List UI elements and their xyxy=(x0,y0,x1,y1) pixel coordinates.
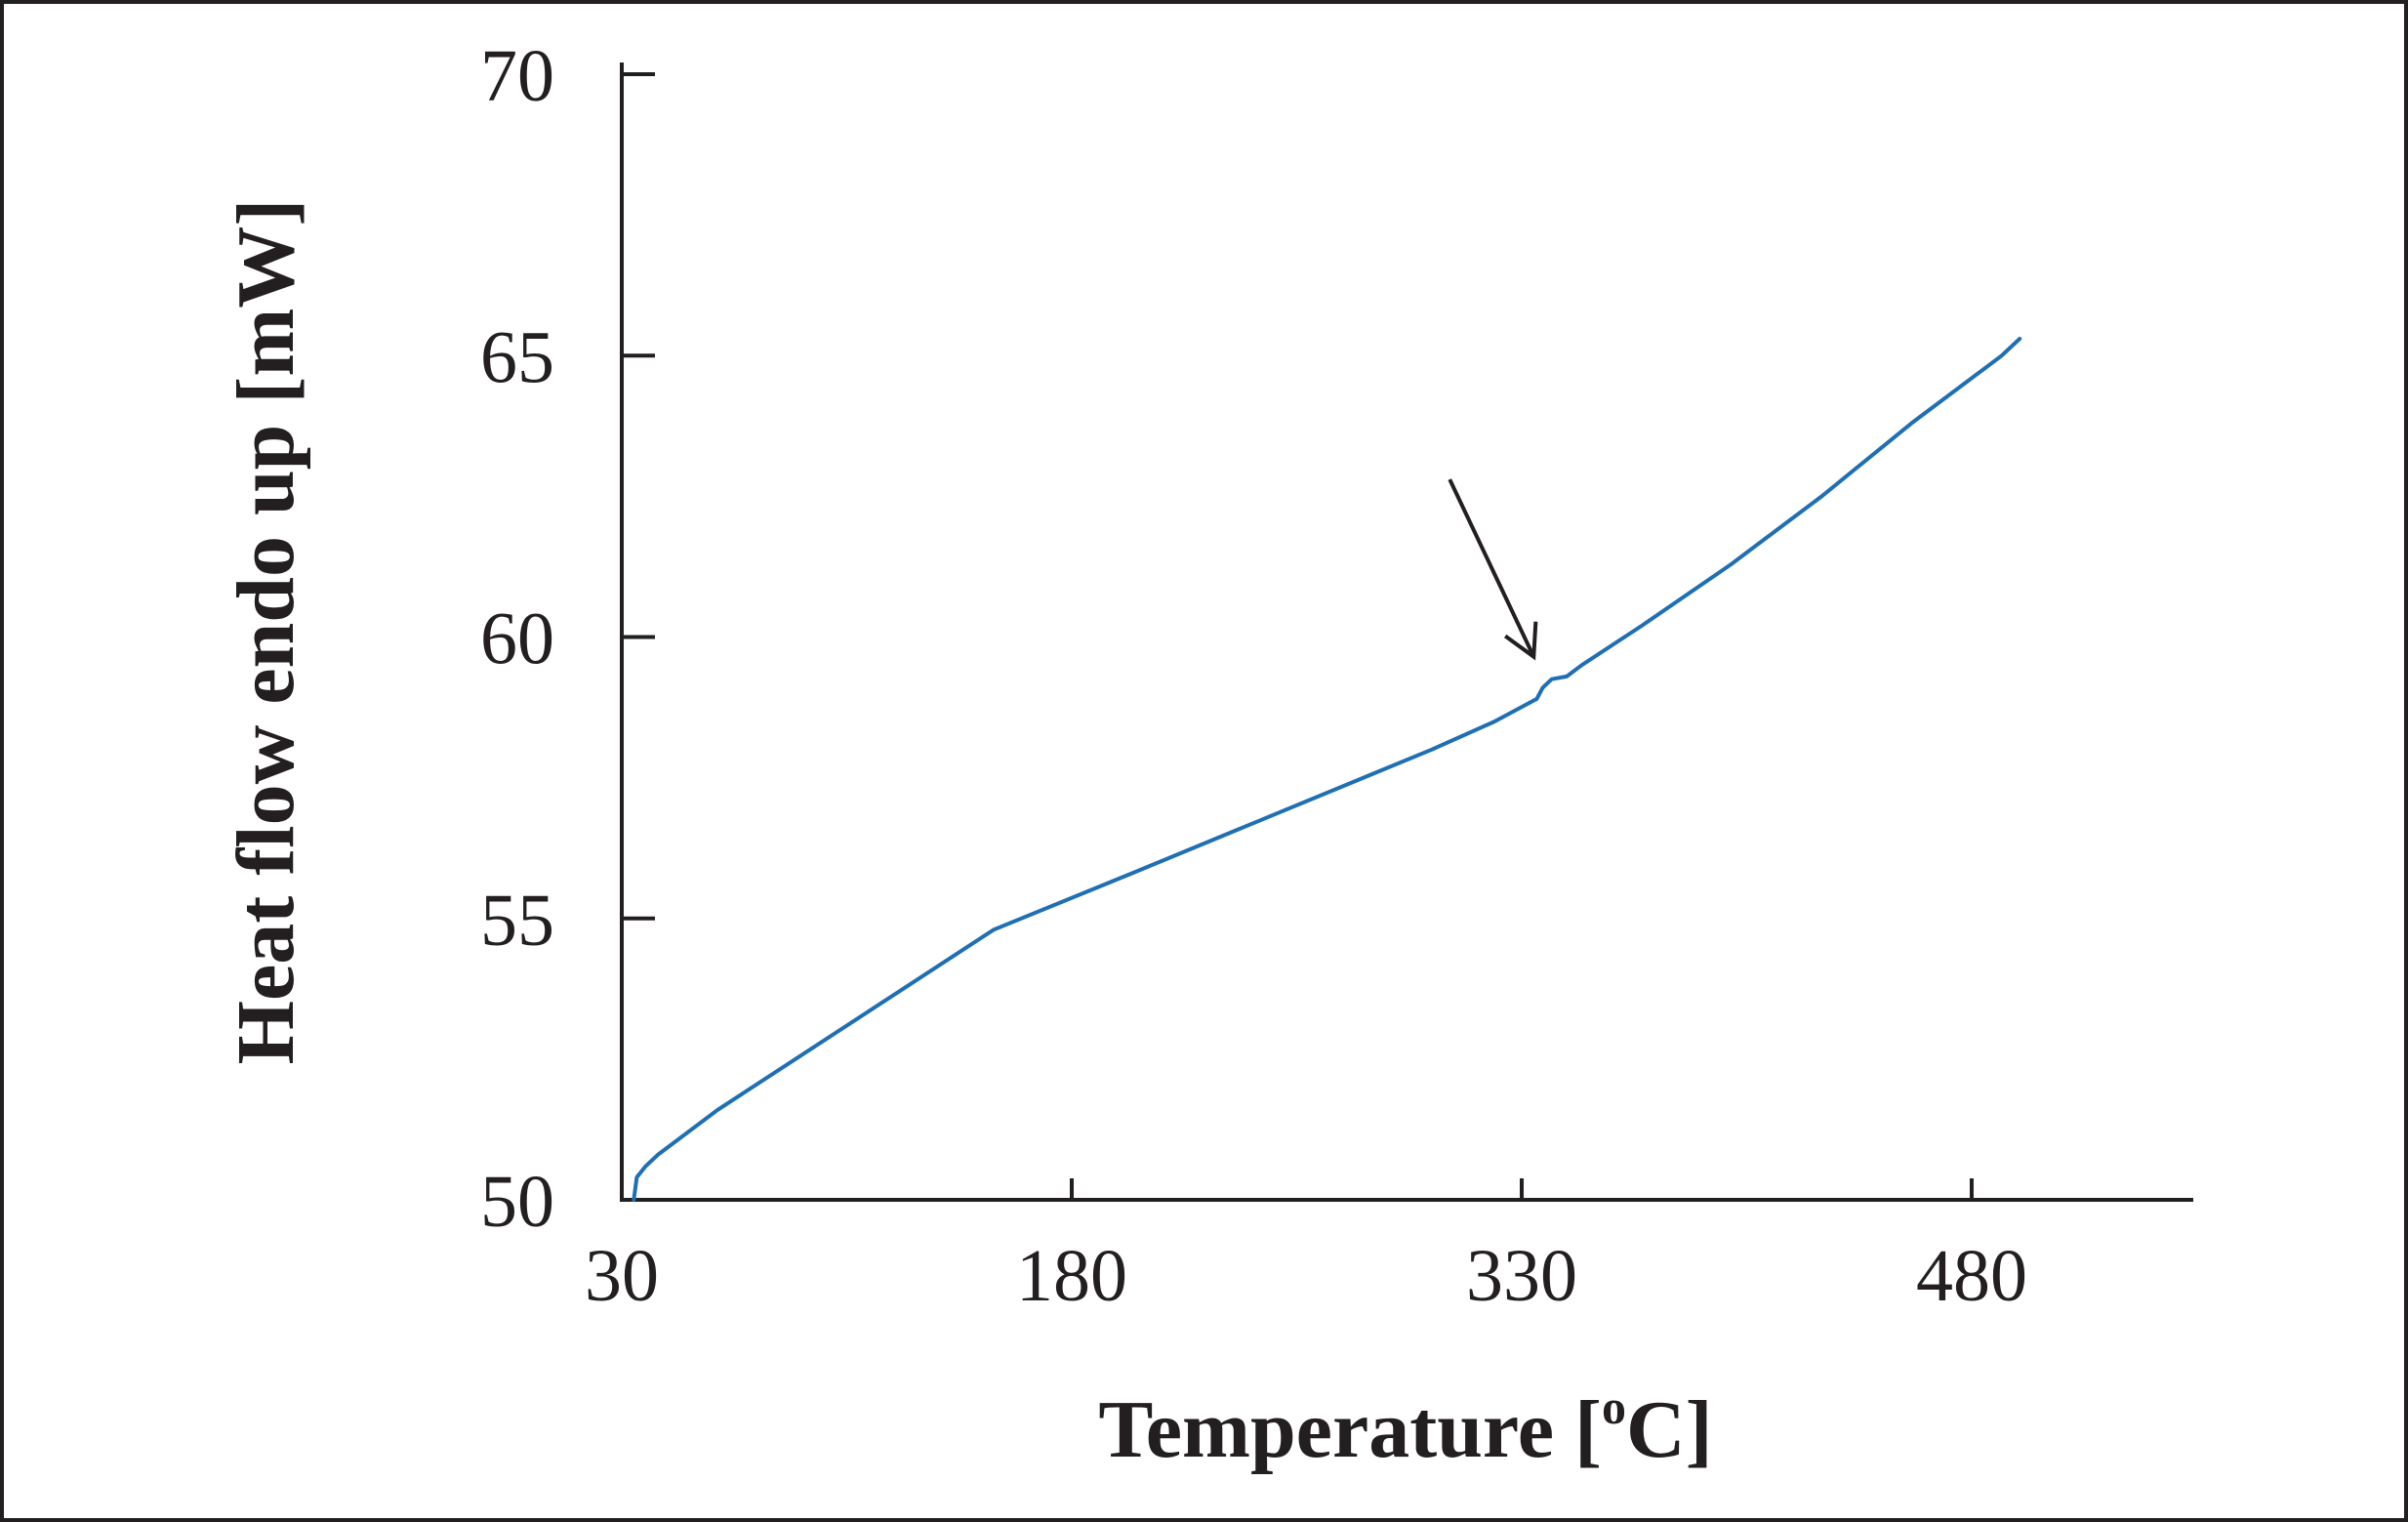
x-tick-label: 480 xyxy=(1916,1235,2027,1317)
x-axis-title-main: Temperature [ xyxy=(1098,1384,1602,1475)
y-tick-label: 50 xyxy=(480,1161,554,1243)
y-tick-label: 55 xyxy=(480,880,554,962)
x-tick-label: 330 xyxy=(1466,1235,1577,1317)
series-line xyxy=(632,337,2022,1202)
annotation-arrow-head xyxy=(1503,621,1538,661)
x-ticks: 30 180 330 480 xyxy=(585,1178,2027,1317)
annotation-layer xyxy=(1448,478,1538,661)
y-axis-title: Heat flow endo up [mW] xyxy=(221,199,311,1065)
x-tick-label: 30 xyxy=(585,1235,659,1317)
x-tick-label: 180 xyxy=(1016,1235,1127,1317)
y-tick-label: 60 xyxy=(480,598,554,680)
series-layer xyxy=(632,337,2022,1202)
y-tick-label: 70 xyxy=(480,35,554,117)
annotation-arrow-shaft xyxy=(1448,478,1536,658)
x-axis-title-superscript: o xyxy=(1602,1379,1626,1434)
x-axis-title: Temperature [oC] xyxy=(1098,1379,1712,1475)
x-axis-title-tail: C] xyxy=(1626,1384,1713,1475)
y-tick-label: 65 xyxy=(480,316,554,398)
y-ticks: 50 55 60 65 70 xyxy=(480,35,655,1243)
axes xyxy=(620,62,2193,1202)
